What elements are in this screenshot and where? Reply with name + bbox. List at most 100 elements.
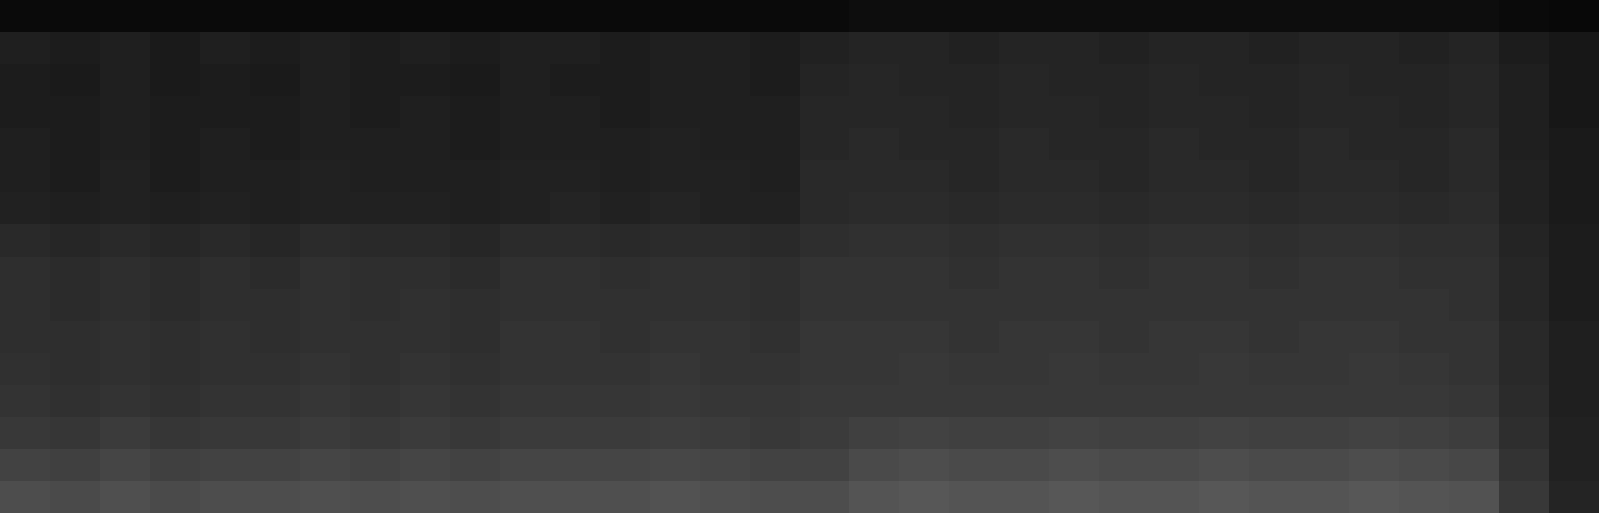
cell [400,257,451,290]
cell [1549,64,1599,97]
cell [0,160,51,193]
cell [1149,481,1200,513]
cell [100,224,151,257]
cell [999,224,1050,257]
cell [1449,32,1500,65]
cell [949,257,1000,290]
cell [1549,449,1599,482]
cell [949,385,1000,418]
cell [1499,96,1550,129]
cell [500,0,551,33]
cell [1399,481,1450,513]
cell [1249,449,1300,482]
cell [849,64,900,97]
cell [1399,224,1450,257]
cell [400,224,451,257]
cell [1399,192,1450,225]
cell [550,417,601,450]
cell [1549,32,1599,65]
cell [450,417,501,450]
cell [450,192,501,225]
cell [300,160,351,193]
cell [650,289,701,322]
cell [400,289,451,322]
cell [350,449,401,482]
cell [1149,417,1200,450]
cell [1049,64,1100,97]
cell [450,289,501,322]
cell [949,481,1000,513]
cell [1199,224,1250,257]
cell [50,257,101,290]
cell [1049,32,1100,65]
cell [1249,32,1300,65]
cell [0,192,51,225]
cell [350,160,401,193]
cell [1099,353,1150,386]
cell [500,321,551,354]
cell [350,0,401,33]
cell [700,353,751,386]
cell [100,192,151,225]
cell [1399,449,1450,482]
cell [600,160,651,193]
cell [550,289,601,322]
cell [0,449,51,482]
cell [1549,353,1599,386]
cell [899,353,950,386]
cell [1299,353,1350,386]
cell [300,224,351,257]
cell [1199,128,1250,161]
cell [999,160,1050,193]
cell [849,160,900,193]
cell [1049,481,1100,513]
cell [150,96,201,129]
cell [300,449,351,482]
cell [1399,289,1450,322]
cell [50,128,101,161]
cell [500,417,551,450]
cell [1249,257,1300,290]
cell [100,385,151,418]
cell [150,449,201,482]
cell [600,64,651,97]
cell [1449,385,1500,418]
cell [650,128,701,161]
cell [1199,64,1250,97]
cell [1499,353,1550,386]
cell [1449,224,1500,257]
cell [1549,481,1599,513]
cell [899,385,950,418]
cell [999,417,1050,450]
cell [700,481,751,513]
cell [849,385,900,418]
cell [250,224,301,257]
cell [500,289,551,322]
cell [100,353,151,386]
cell [1199,289,1250,322]
cell [1549,0,1599,33]
cell [300,321,351,354]
cell [1349,160,1400,193]
cell [1149,353,1200,386]
cell [949,353,1000,386]
cell [500,481,551,513]
cell [700,257,751,290]
cell [1449,64,1500,97]
cell [1399,257,1450,290]
cell [550,64,601,97]
cell [999,128,1050,161]
cell [0,289,51,322]
cell [0,481,51,513]
cell [1099,128,1150,161]
cell [1399,64,1450,97]
cell [200,353,251,386]
cell [400,353,451,386]
cell [1149,96,1200,129]
cell [400,481,451,513]
cell [1449,128,1500,161]
cell [1099,64,1150,97]
cell [1349,417,1400,450]
cell [999,0,1050,33]
cell [1449,160,1500,193]
